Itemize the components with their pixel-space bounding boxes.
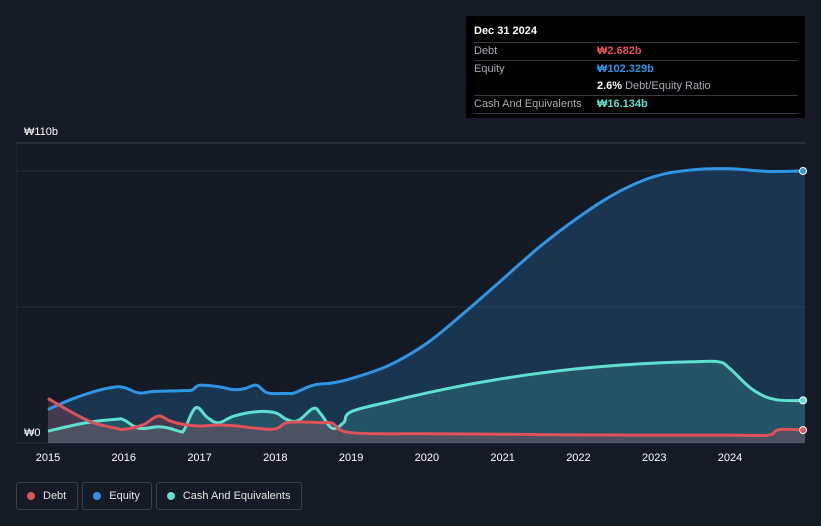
equity-area: [48, 168, 805, 443]
equity-dot-icon: [93, 492, 102, 500]
x-axis-ticks: 2015 2016 2017 2018 2019 2020 2021 2022 2023 2024: [36, 452, 742, 464]
x-tick-label: 2017: [187, 452, 211, 464]
x-tick-label: 2024: [718, 452, 742, 464]
cash-dot-icon: [166, 492, 175, 500]
tooltip-equity-label: Equity: [474, 63, 505, 75]
tooltip-panel: Dec 31 2024 Debt ₩2.682b Equity ₩102.329…: [466, 16, 805, 118]
legend-debt-label: Debt: [43, 490, 67, 502]
legend-item-debt[interactable]: Debt: [16, 482, 79, 510]
y-axis-top-label: ₩110b: [24, 126, 58, 138]
legend-item-equity[interactable]: Equity: [82, 482, 152, 510]
tooltip-cash-value: ₩16.134b: [597, 98, 648, 110]
x-tick-label: 2022: [566, 452, 590, 464]
debt-area: [48, 398, 805, 443]
tooltip-ratio-label: Debt/Equity Ratio: [625, 80, 711, 92]
x-tick-label: 2016: [112, 452, 136, 464]
cash-and-equivalents-area: [48, 361, 805, 443]
x-tick-label: 2015: [36, 452, 60, 464]
debt-line: [47, 397, 806, 438]
tooltip-date: Dec 31 2024: [474, 25, 537, 37]
tooltip-equity-value: ₩102.329b: [597, 63, 654, 75]
future-shade: [16, 143, 17, 443]
series-areas: [48, 168, 805, 443]
tooltip-cash-label: Cash And Equivalents: [474, 98, 582, 110]
tooltip-row-cash: Cash And Equivalents ₩16.134b: [474, 95, 798, 114]
x-tick-label: 2021: [490, 452, 514, 464]
series-lines: [47, 167, 806, 438]
cash-and-equivalents-line: [47, 359, 806, 434]
tooltip-row-ratio: 2.6% Debt/Equity Ratio: [474, 78, 798, 95]
series-endpoints: [799, 167, 807, 435]
equity-line: [47, 167, 806, 411]
x-tick-label: 2018: [263, 452, 287, 464]
tooltip-debt-label: Debt: [474, 45, 498, 57]
debt-dot-icon: [27, 492, 35, 500]
cash-and-equivalents-endpoint: [799, 396, 807, 405]
x-tick-label: 2020: [415, 452, 439, 464]
debt-endpoint: [799, 426, 807, 435]
equity-endpoint: [799, 167, 807, 175]
legend: Debt Equity Cash And Equivalents: [16, 482, 306, 510]
legend-item-cash[interactable]: Cash And Equivalents: [155, 482, 303, 510]
legend-cash-label: Cash And Equivalents: [182, 490, 291, 502]
tooltip-ratio-value: 2.6%: [597, 80, 623, 92]
tooltip-debt-value: ₩2.682b: [597, 45, 642, 57]
y-axis-bottom-label: ₩0: [24, 427, 41, 439]
tooltip-row-debt: Debt ₩2.682b: [474, 42, 798, 60]
x-tick-label: 2023: [642, 452, 666, 464]
x-tick-label: 2019: [339, 452, 363, 464]
tooltip-row-equity: Equity ₩102.329b: [474, 60, 798, 78]
legend-equity-label: Equity: [109, 490, 140, 502]
